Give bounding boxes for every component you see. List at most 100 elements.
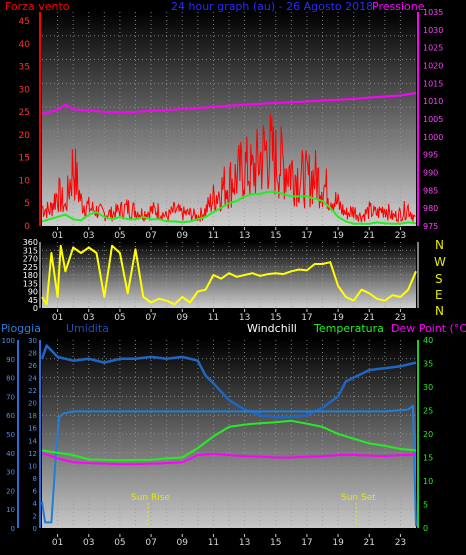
y-tick-temp: 35 [423, 360, 433, 369]
humidity-label: Umidita [66, 322, 109, 335]
x-tick-label: 23 [395, 538, 406, 548]
x-tick-label: 23 [395, 231, 406, 241]
x-tick-label: 05 [114, 231, 125, 241]
x-tick-label: 23 [395, 313, 406, 323]
y-tick-rain: 12 [28, 450, 37, 458]
compass-w: W [434, 255, 446, 269]
y-tick-rain: 8 [33, 475, 37, 483]
y-tick-rain: 14 [28, 437, 37, 445]
y-tick-rain: 0 [33, 525, 37, 533]
y-tick-temp: 20 [423, 430, 433, 439]
y-tick-right: 990 [423, 169, 438, 178]
x-tick-label: 17 [301, 231, 312, 241]
y-tick-humidity: 30 [6, 469, 15, 477]
y-tick-left: 20 [19, 131, 31, 141]
windchill-label: Windchill [247, 322, 297, 335]
y-tick-right: 985 [423, 186, 438, 195]
y-tick-direction: 360 [23, 238, 38, 247]
y-tick-rain: 18 [28, 412, 37, 420]
y-tick-rain: 10 [28, 462, 37, 470]
series-dewpoint [41, 451, 417, 466]
y-tick-temp: 30 [423, 383, 433, 392]
x-tick-label: 15 [270, 313, 281, 323]
compass-n-bottom: N [435, 304, 444, 318]
y-tick-left: 15 [19, 154, 30, 164]
y-tick-direction: 45 [28, 296, 38, 305]
y-tick-temp: 25 [423, 407, 433, 416]
x-tick-label: 15 [270, 231, 281, 241]
y-tick-humidity: 70 [6, 393, 15, 401]
y-tick-rain: 2 [33, 512, 37, 520]
x-tick-label: 07 [145, 313, 156, 323]
y-tick-left: 0 [24, 222, 30, 232]
y-tick-rain: 16 [28, 425, 37, 433]
x-tick-label: 19 [332, 313, 344, 323]
x-tick-label: 11 [208, 538, 219, 548]
y-tick-left: 40 [19, 40, 31, 50]
y-tick-right: 1005 [423, 115, 443, 124]
sun-rise-label: Sun Rise [131, 493, 170, 503]
x-tick-label: 01 [52, 231, 63, 241]
y-tick-direction: 180 [23, 271, 38, 280]
y-tick-right: 975 [423, 222, 438, 231]
x-tick-label: 09 [177, 538, 189, 548]
y-tick-direction: 225 [23, 263, 38, 272]
dewpoint-label: Dew Point (°C) [391, 322, 466, 335]
y-tick-direction: 315 [23, 246, 38, 255]
y-tick-right: 1015 [423, 79, 443, 88]
compass-s: S [435, 272, 443, 286]
y-tick-right: 995 [423, 151, 438, 160]
x-tick-label: 19 [332, 538, 344, 548]
y-tick-humidity: 80 [6, 375, 15, 383]
y-tick-humidity: 100 [2, 337, 15, 345]
x-tick-label: 21 [364, 313, 375, 323]
x-tick-label: 03 [83, 231, 94, 241]
y-tick-right: 1010 [423, 97, 443, 106]
y-tick-right: 1030 [423, 26, 443, 35]
y-tick-right: 1035 [423, 8, 443, 17]
y-tick-direction: 270 [23, 255, 38, 264]
y-tick-direction: 0 [33, 304, 38, 313]
y-tick-rain: 26 [28, 362, 37, 370]
temperature-label: Temperatura [313, 322, 384, 335]
x-tick-label: 07 [145, 538, 156, 548]
y-tick-direction: 90 [28, 288, 38, 297]
y-tick-humidity: 0 [11, 525, 15, 533]
series-pressure [41, 92, 417, 115]
y-tick-temp: 10 [423, 477, 433, 486]
y-tick-right: 980 [423, 204, 438, 213]
top-title: 24 hour graph (au) - 26 Agosto 2018 [171, 0, 373, 13]
y-tick-rain: 28 [28, 350, 37, 358]
x-tick-label: 13 [239, 231, 250, 241]
x-tick-label: 03 [83, 313, 94, 323]
y-tick-humidity: 10 [6, 506, 15, 514]
x-tick-label: 15 [270, 538, 281, 548]
y-tick-humidity: 50 [6, 431, 15, 439]
x-tick-label: 17 [301, 538, 312, 548]
y-tick-left: 45 [19, 17, 30, 27]
series-avg-wind [41, 190, 417, 225]
y-tick-rain: 4 [33, 500, 38, 508]
y-tick-rain: 20 [28, 400, 37, 408]
y-tick-humidity: 40 [6, 450, 15, 458]
x-tick-label: 17 [301, 313, 312, 323]
y-tick-right: 1025 [423, 44, 443, 53]
x-tick-label: 09 [177, 231, 189, 241]
y-tick-temp: 40 [423, 336, 433, 345]
y-tick-left: 35 [19, 63, 30, 73]
x-tick-label: 11 [208, 313, 219, 323]
x-tick-label: 09 [177, 313, 189, 323]
y-tick-rain: 22 [28, 387, 37, 395]
series-gust [41, 113, 416, 224]
series-rain [41, 404, 417, 527]
y-tick-humidity: 60 [6, 412, 15, 420]
y-tick-left: 10 [19, 176, 31, 186]
y-tick-temp: 0 [423, 524, 428, 533]
x-tick-label: 05 [114, 538, 125, 548]
x-tick-label: 07 [145, 231, 156, 241]
series-humidity [40, 344, 417, 419]
y-tick-right: 1000 [423, 133, 443, 142]
y-tick-rain: 6 [33, 487, 38, 495]
x-tick-label: 13 [239, 538, 250, 548]
